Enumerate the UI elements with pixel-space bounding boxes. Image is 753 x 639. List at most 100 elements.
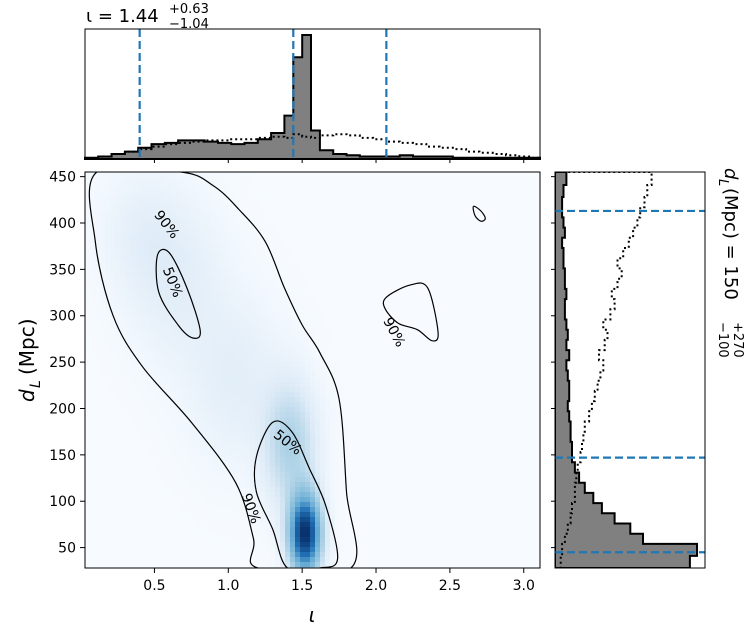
heatmap-cell xyxy=(245,447,251,453)
heatmap-cell xyxy=(380,447,386,453)
heatmap-cell xyxy=(110,242,116,248)
heatmap-cell xyxy=(90,512,96,518)
heatmap-cell xyxy=(135,312,141,318)
heatmap-cell xyxy=(130,202,136,208)
heatmap-cell xyxy=(250,452,256,458)
heatmap-cell xyxy=(110,277,116,283)
heatmap-cell xyxy=(250,397,256,403)
heatmap-cell xyxy=(215,257,221,263)
heatmap-cell xyxy=(125,357,131,363)
heatmap-cell xyxy=(340,342,346,348)
top-posterior-histogram xyxy=(85,35,540,159)
heatmap-cell xyxy=(100,417,106,423)
heatmap-cell xyxy=(355,182,361,188)
heatmap-cell xyxy=(250,202,256,208)
heatmap-cell xyxy=(225,497,231,503)
heatmap-cell xyxy=(210,407,216,413)
heatmap-cell xyxy=(390,207,396,213)
heatmap-cell xyxy=(325,192,331,198)
heatmap-cell xyxy=(335,252,341,258)
heatmap-cell xyxy=(345,327,351,333)
heatmap-cell xyxy=(215,392,221,398)
heatmap-cell xyxy=(170,472,176,478)
heatmap-cell xyxy=(330,342,336,348)
heatmap-cell xyxy=(380,177,386,183)
heatmap-cell xyxy=(315,462,321,468)
heatmap-cell xyxy=(340,187,346,193)
heatmap-cell xyxy=(265,352,271,358)
heatmap-cell xyxy=(275,322,281,328)
heatmap-cell xyxy=(295,542,301,548)
heatmap-cell xyxy=(120,467,126,473)
heatmap-cell xyxy=(90,517,96,523)
heatmap-cell xyxy=(295,202,301,208)
heatmap-cell xyxy=(140,347,146,353)
heatmap-cell xyxy=(310,192,316,198)
heatmap-cell xyxy=(170,562,176,568)
heatmap-cell xyxy=(335,207,341,213)
heatmap-cell xyxy=(245,417,251,423)
heatmap-cell xyxy=(235,192,241,198)
heatmap-cell xyxy=(215,482,221,488)
heatmap-cell xyxy=(260,292,266,298)
heatmap-cell xyxy=(320,327,326,333)
heatmap-cell xyxy=(320,432,326,438)
heatmap-cell xyxy=(375,547,381,553)
heatmap-cell xyxy=(300,292,306,298)
heatmap-cell xyxy=(225,402,231,408)
heatmap-cell xyxy=(215,497,221,503)
heatmap-cell xyxy=(135,452,141,458)
heatmap-cell xyxy=(350,292,356,298)
heatmap-cell xyxy=(360,232,366,238)
heatmap-cell xyxy=(170,477,176,483)
heatmap-cell xyxy=(135,212,141,218)
heatmap-cell xyxy=(95,527,101,533)
heatmap-cell xyxy=(190,412,196,418)
heatmap-cell xyxy=(370,202,376,208)
heatmap-cell xyxy=(310,252,316,258)
heatmap-cell xyxy=(390,262,396,268)
heatmap-cell xyxy=(345,227,351,233)
heatmap-cell xyxy=(305,562,311,568)
heatmap-cell xyxy=(310,347,316,353)
heatmap-cell xyxy=(85,562,91,568)
heatmap-cell xyxy=(230,422,236,428)
heatmap-cell xyxy=(140,377,146,383)
heatmap-cell xyxy=(235,277,241,283)
heatmap-cell xyxy=(180,242,186,248)
heatmap-cell xyxy=(215,172,221,178)
heatmap-cell xyxy=(295,172,301,178)
heatmap-cell xyxy=(325,182,331,188)
heatmap-cell xyxy=(380,367,386,373)
heatmap-cell xyxy=(315,497,321,503)
heatmap-cell xyxy=(95,417,101,423)
heatmap-cell xyxy=(225,202,231,208)
heatmap-cell xyxy=(245,272,251,278)
heatmap-cell xyxy=(215,312,221,318)
heatmap-cell xyxy=(390,252,396,258)
heatmap-cell xyxy=(260,382,266,388)
heatmap-cell xyxy=(230,352,236,358)
heatmap-cell xyxy=(345,197,351,203)
heatmap-cell xyxy=(320,442,326,448)
heatmap-cell xyxy=(135,262,141,268)
heatmap-cell xyxy=(235,302,241,308)
heatmap-cell xyxy=(345,332,351,338)
heatmap-cell xyxy=(335,282,341,288)
heatmap-cell xyxy=(295,472,301,478)
heatmap-cell xyxy=(125,232,131,238)
heatmap-cell xyxy=(330,197,336,203)
heatmap-cell xyxy=(230,402,236,408)
heatmap-cell xyxy=(160,382,166,388)
heatmap-cell xyxy=(95,452,101,458)
heatmap-cell xyxy=(205,277,211,283)
heatmap-cell xyxy=(300,492,306,498)
heatmap-cell xyxy=(120,417,126,423)
heatmap-cell xyxy=(175,362,181,368)
heatmap-cell xyxy=(160,497,166,503)
heatmap-cell xyxy=(230,312,236,318)
heatmap-cell xyxy=(215,372,221,378)
heatmap-cell xyxy=(175,332,181,338)
heatmap-cell xyxy=(315,292,321,298)
heatmap-cell xyxy=(385,472,391,478)
